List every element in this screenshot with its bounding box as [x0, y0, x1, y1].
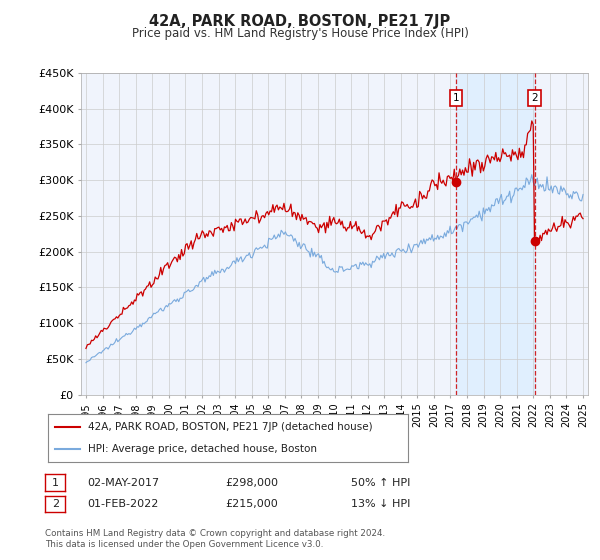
Text: 2: 2	[532, 93, 538, 103]
Text: 1: 1	[52, 478, 59, 488]
Text: 01-FEB-2022: 01-FEB-2022	[87, 499, 158, 509]
Bar	[456, 73, 535, 395]
Text: Price paid vs. HM Land Registry's House Price Index (HPI): Price paid vs. HM Land Registry's House …	[131, 27, 469, 40]
Text: Contains HM Land Registry data © Crown copyright and database right 2024.
This d: Contains HM Land Registry data © Crown c…	[45, 529, 385, 549]
Text: 02-MAY-2017: 02-MAY-2017	[87, 478, 159, 488]
Text: 42A, PARK ROAD, BOSTON, PE21 7JP: 42A, PARK ROAD, BOSTON, PE21 7JP	[149, 14, 451, 29]
Text: 1: 1	[452, 93, 459, 103]
Text: HPI: Average price, detached house, Boston: HPI: Average price, detached house, Bost…	[88, 444, 317, 454]
Text: £215,000: £215,000	[225, 499, 278, 509]
Text: £298,000: £298,000	[225, 478, 278, 488]
Text: 13% ↓ HPI: 13% ↓ HPI	[351, 499, 410, 509]
Text: 42A, PARK ROAD, BOSTON, PE21 7JP (detached house): 42A, PARK ROAD, BOSTON, PE21 7JP (detach…	[88, 422, 372, 432]
Text: 2: 2	[52, 499, 59, 509]
Text: 50% ↑ HPI: 50% ↑ HPI	[351, 478, 410, 488]
